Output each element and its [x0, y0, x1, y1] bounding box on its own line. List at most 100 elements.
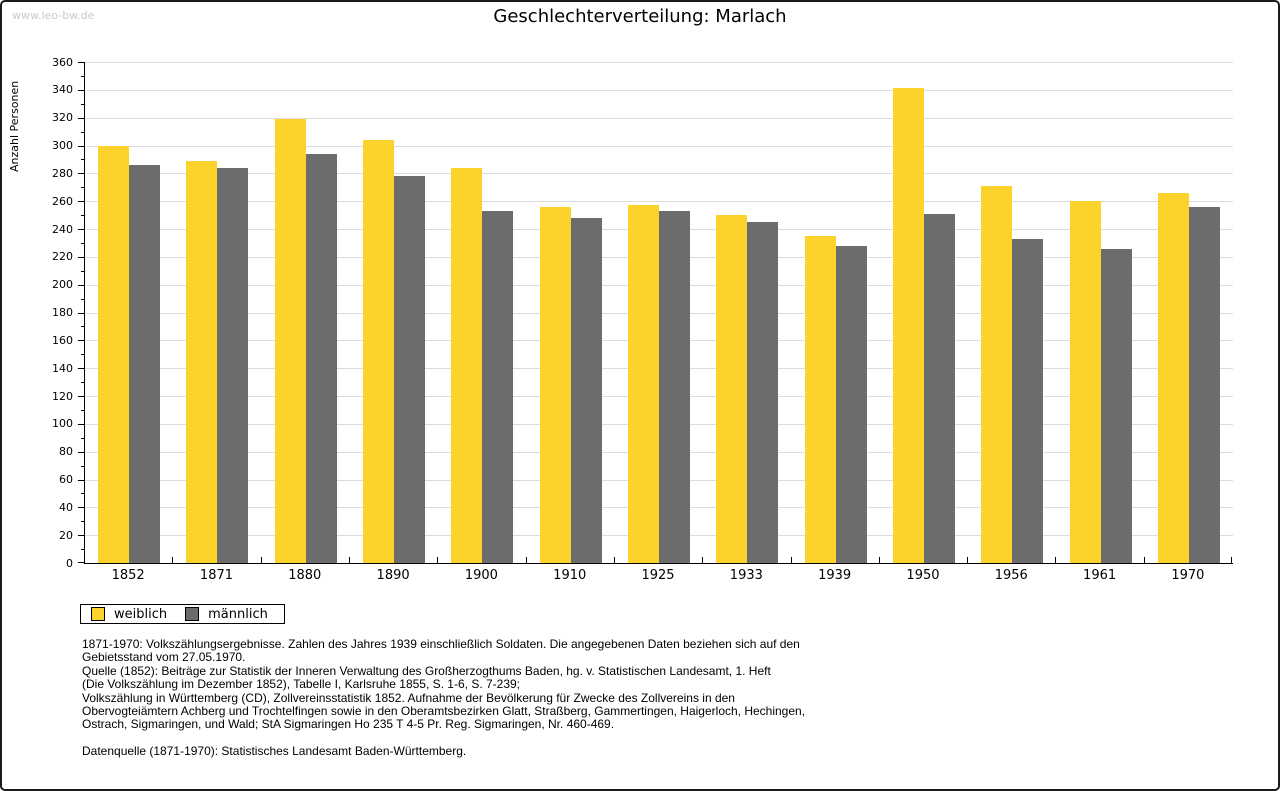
bar-weiblich-1852 [98, 145, 130, 563]
legend-label: männlich [208, 606, 268, 622]
y-axis-tick-label: 60 [59, 473, 73, 486]
y-axis-tick-label: 340 [52, 83, 73, 97]
x-tick [172, 557, 174, 563]
y-tick [81, 382, 85, 384]
y-axis-tick-label: 20 [59, 528, 73, 542]
y-tick [81, 437, 85, 439]
x-tick [878, 557, 880, 563]
x-category-label: 1933 [729, 568, 763, 583]
y-tick [81, 326, 85, 328]
y-axis-tick-labels: 0 20 40 60 80 100 120 140 160 180 200 220 240 260 280 3… [32, 56, 75, 570]
y-tick [81, 103, 85, 105]
x-category-label: 1890 [376, 568, 410, 583]
bar-männlich-1890 [394, 176, 426, 563]
footnote-line: 1871-1970: Volkszählungsergebnisse. Zahl… [82, 637, 800, 651]
y-axis-tick-label: 240 [52, 222, 73, 236]
y-tick [78, 62, 85, 63]
x-tick [1055, 557, 1057, 563]
x-category-label: 1900 [464, 568, 498, 583]
y-tick [81, 131, 85, 133]
y-tick [78, 340, 85, 342]
bar-group-1950 [880, 62, 968, 563]
bar-group-1910 [527, 62, 615, 563]
x-tick [348, 557, 350, 563]
x-tick [525, 557, 527, 563]
x-tick [790, 557, 792, 563]
y-axis-tick-label: 260 [52, 194, 73, 208]
x-category-label: 1880 [288, 568, 322, 583]
y-tick [81, 298, 85, 300]
y-axis-tick-label: 0 [66, 556, 73, 570]
y-tick [81, 354, 85, 356]
bar-weiblich-1925 [628, 205, 660, 563]
bar-weiblich-1910 [539, 206, 571, 563]
y-tick [78, 479, 85, 481]
bar-group-1900 [438, 62, 526, 563]
gridline [85, 145, 1233, 147]
bar-group-1933 [703, 62, 791, 563]
y-axis-ticks [77, 62, 85, 563]
x-category-label: 1970 [1171, 568, 1205, 583]
y-tick [81, 409, 85, 411]
x-category-label: 1961 [1083, 568, 1117, 583]
x-category-label: 1910 [553, 568, 587, 583]
bar-männlich-1880 [305, 153, 337, 563]
bar-männlich-1925 [659, 210, 691, 563]
footnote-line: Gebietsstand vom 27.05.1970. [82, 650, 246, 665]
x-category-label: 1956 [994, 568, 1028, 583]
y-tick [78, 312, 85, 314]
x-axis-ticks [84, 557, 1232, 563]
y-tick [78, 535, 85, 537]
gridline [85, 62, 1233, 63]
gridline [85, 201, 1233, 203]
x-category-label: 1950 [906, 568, 940, 583]
y-tick [78, 117, 85, 119]
footnote-line: (Die Volkszählung im Dezember 1852), Tab… [82, 677, 521, 692]
bar-weiblich-1880 [274, 119, 306, 563]
legend-swatch-weiblich [91, 607, 105, 621]
x-tick [613, 557, 615, 563]
y-axis-tick-label: 120 [52, 389, 73, 403]
bar-weiblich-1950 [892, 88, 924, 563]
y-axis-tick-label: 200 [52, 278, 73, 292]
bar-männlich-1910 [570, 217, 602, 563]
y-tick [78, 229, 85, 230]
footnote-line: Ostrach, Sigmaringen, und Wald; StA Sigm… [82, 717, 615, 732]
y-tick [81, 465, 85, 467]
bar-weiblich-1961 [1069, 201, 1101, 563]
y-axis-tick-label: 140 [52, 361, 73, 375]
legend-item-weiblich: weiblich [91, 607, 167, 622]
legend: weiblich männlich [80, 604, 285, 624]
bar-männlich-1939 [835, 245, 867, 563]
legend-label: weiblich [114, 606, 168, 622]
y-tick [81, 521, 85, 523]
footnote-line: Quelle (1852): Beiträge zur Statistik de… [82, 663, 771, 678]
y-tick [78, 368, 85, 370]
y-axis-tick-label: 160 [52, 333, 73, 347]
x-category-label: 1939 [818, 568, 852, 583]
plot-area [84, 62, 1233, 564]
footnote-line: Volkszählung in Württemberg (CD), Zollve… [82, 690, 735, 705]
y-axis-tick-label: 320 [52, 111, 73, 125]
y-axis-tick-label: 100 [52, 417, 73, 431]
bar-weiblich-1890 [363, 139, 395, 563]
bar-männlich-1956 [1012, 238, 1044, 563]
bar-group-1871 [173, 62, 261, 563]
y-axis-tick-label: 360 [52, 55, 73, 69]
y-tick [78, 145, 85, 147]
y-tick [78, 256, 85, 258]
y-tick [78, 89, 85, 91]
gridline [85, 89, 1233, 91]
bar-männlich-1933 [747, 222, 779, 563]
bar-weiblich-1933 [716, 215, 748, 563]
y-tick [78, 396, 85, 397]
bar-group-1956 [968, 62, 1056, 563]
footnotes: 1871-1970: Volkszählungsergebnisse. Zahl… [82, 637, 942, 759]
x-tick [967, 557, 969, 563]
x-category-label: 1871 [199, 568, 234, 583]
bar-group-1852 [85, 62, 173, 563]
y-tick [81, 242, 85, 244]
bar-männlich-1970 [1188, 206, 1220, 563]
bar-männlich-1950 [923, 213, 955, 563]
